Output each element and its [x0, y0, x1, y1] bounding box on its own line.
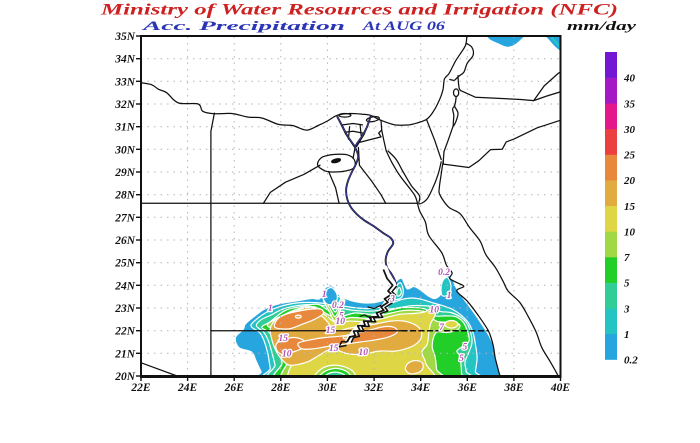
svg-text:25: 25 — [623, 150, 636, 162]
svg-text:23N: 23N — [114, 303, 136, 315]
svg-text:3: 3 — [389, 294, 395, 304]
svg-text:3: 3 — [623, 303, 630, 315]
svg-text:0.2: 0.2 — [438, 268, 450, 278]
svg-text:34E: 34E — [410, 382, 431, 394]
svg-text:10: 10 — [624, 226, 636, 238]
svg-text:1: 1 — [322, 290, 327, 300]
svg-text:30: 30 — [623, 124, 636, 136]
svg-text:10: 10 — [429, 305, 439, 315]
svg-text:10: 10 — [336, 317, 346, 327]
svg-text:5: 5 — [339, 312, 344, 322]
svg-text:10: 10 — [282, 350, 292, 360]
svg-text:At AUG 06: At AUG 06 — [362, 18, 446, 33]
svg-text:10: 10 — [359, 348, 369, 358]
svg-text:35N: 35N — [114, 31, 136, 43]
svg-text:30N: 30N — [114, 144, 136, 156]
svg-text:1: 1 — [268, 304, 273, 314]
svg-text:32N: 32N — [114, 99, 136, 111]
svg-text:30E: 30E — [317, 382, 338, 394]
svg-text:20: 20 — [623, 175, 636, 187]
svg-text:38E: 38E — [503, 382, 524, 394]
svg-text:24N: 24N — [114, 280, 136, 292]
svg-text:24E: 24E — [177, 382, 198, 394]
svg-text:25N: 25N — [114, 258, 136, 270]
svg-text:15: 15 — [326, 326, 336, 336]
svg-text:21N: 21N — [114, 348, 136, 360]
svg-text:28N: 28N — [114, 190, 136, 202]
svg-text:32E: 32E — [364, 382, 385, 394]
svg-text:40E: 40E — [550, 382, 571, 394]
svg-text:27N: 27N — [114, 212, 136, 224]
svg-text:36E: 36E — [457, 382, 478, 394]
svg-text:mm/day: mm/day — [567, 19, 637, 33]
svg-text:26N: 26N — [114, 235, 136, 247]
svg-text:15: 15 — [329, 344, 339, 354]
svg-text:7: 7 — [624, 252, 630, 264]
svg-text:15: 15 — [624, 201, 636, 213]
svg-text:31N: 31N — [114, 122, 136, 134]
svg-text:5: 5 — [624, 278, 630, 290]
svg-text:15: 15 — [278, 334, 288, 344]
svg-text:28E: 28E — [270, 382, 291, 394]
svg-text:0.2: 0.2 — [332, 301, 344, 311]
svg-text:7: 7 — [439, 323, 445, 333]
svg-text:20N: 20N — [114, 371, 136, 383]
svg-text:34N: 34N — [114, 54, 136, 66]
svg-text:22N: 22N — [114, 326, 136, 338]
svg-text:0.2: 0.2 — [624, 355, 638, 367]
svg-text:5: 5 — [463, 343, 468, 353]
svg-text:Ministry of Water Resources an: Ministry of Water Resources and Irrigati… — [99, 2, 618, 19]
svg-text:33N: 33N — [114, 76, 136, 88]
svg-text:1: 1 — [624, 329, 630, 341]
svg-text:29N: 29N — [114, 167, 136, 179]
svg-text:40: 40 — [623, 73, 636, 85]
svg-text:22E: 22E — [130, 382, 151, 394]
svg-text:1: 1 — [447, 291, 452, 301]
svg-text:35: 35 — [623, 98, 636, 110]
svg-text:Acc. Precipitation: Acc. Precipitation — [141, 18, 345, 33]
svg-text:26E: 26E — [224, 382, 245, 394]
svg-text:5: 5 — [459, 354, 464, 364]
